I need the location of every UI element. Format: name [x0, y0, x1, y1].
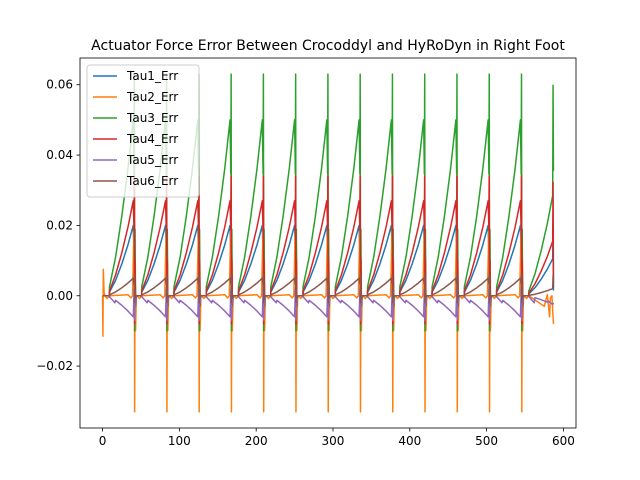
chart-title: Actuator Force Error Between Crocoddyl a…	[91, 38, 565, 54]
legend-box	[86, 64, 200, 198]
legend-label: Tau4_Err	[126, 132, 178, 146]
plot-area	[101, 73, 555, 413]
x-tick-label: 600	[552, 434, 575, 448]
x-tick-label: 400	[398, 434, 421, 448]
series-line-tau6-err	[102, 273, 555, 304]
legend-label: Tau1_Err	[126, 69, 178, 83]
y-axis: −0.02 0.00 0.02 0.04 0.06	[36, 78, 80, 373]
y-tick-label: 0.06	[46, 78, 73, 92]
legend-label: Tau6_Err	[126, 174, 178, 188]
legend: Tau1_Err Tau2_Err Tau3_Err Tau4_Err Tau5_Err…	[86, 64, 200, 198]
y-tick-label: 0.00	[46, 289, 73, 303]
x-tick-label: 500	[475, 434, 498, 448]
x-axis: 0 100 200 300 400 500 600	[99, 428, 575, 448]
y-tick-label: −0.02	[36, 359, 73, 373]
axes-frame	[79, 57, 577, 429]
y-tick-label: 0.04	[46, 148, 73, 162]
legend-label: Tau2_Err	[126, 90, 178, 104]
x-tick-label: 300	[322, 434, 345, 448]
y-tick-label: 0.02	[46, 218, 73, 232]
legend-label: Tau3_Err	[126, 111, 178, 125]
x-tick-label: 200	[245, 434, 268, 448]
legend-label: Tau5_Err	[126, 153, 178, 167]
x-tick-label: 100	[168, 434, 191, 448]
x-tick-label: 0	[99, 434, 107, 448]
series-line-tau4-err	[102, 175, 555, 325]
